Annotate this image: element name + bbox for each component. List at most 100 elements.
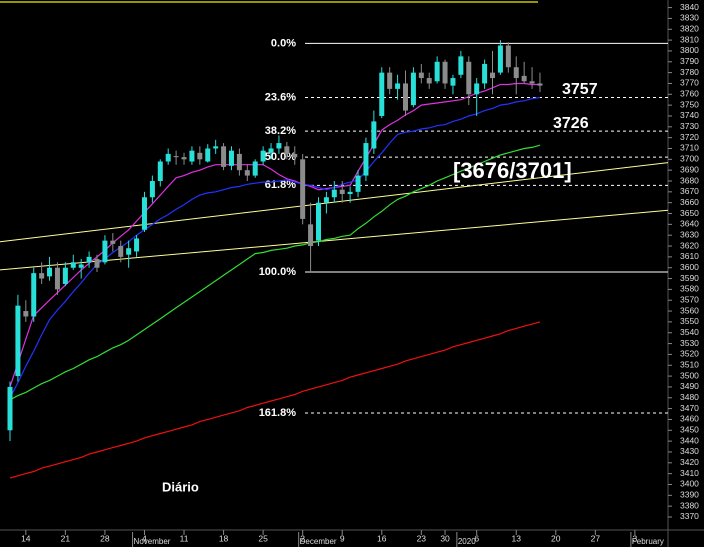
x-tick-label: 14 [21,533,31,543]
annotation: Diário [162,479,199,494]
candle-body [403,83,408,111]
candle-body [165,153,171,162]
candle-body [418,72,424,79]
y-tick-label: 3470 [680,403,699,413]
candle-body [78,264,84,268]
y-tick-label: 3650 [680,208,699,218]
candle-body [221,146,227,167]
y-tick-label: 3750 [680,99,699,109]
candle-body [15,305,21,377]
y-tick-label: 3700 [680,154,699,164]
x-tick-label: 21 [61,533,71,543]
y-tick-label: 3530 [680,338,699,348]
y-tick-label: 3760 [680,89,699,99]
month-label: November [134,537,171,546]
candle-body [450,78,456,86]
x-tick-label: 4 [142,533,147,543]
candle-body [482,63,488,84]
fib-label: 50.0% [265,151,296,163]
candle-body [228,150,234,166]
y-tick-label: 3580 [680,284,699,294]
y-tick-label: 3610 [680,251,699,261]
y-tick-label: 3480 [680,392,699,402]
y-tick-label: 3780 [680,67,699,77]
y-tick-label: 3400 [680,479,699,489]
y-tick-label: 3690 [680,164,699,174]
candle-body [379,72,385,116]
candle-body [54,267,60,290]
month-label: December [300,537,337,546]
candle-body [292,153,298,158]
x-tick-label: 23 [417,533,427,543]
y-tick-label: 3380 [680,500,699,510]
candle-body [70,262,76,268]
fib-label: 161.8% [259,407,297,419]
candle-body [213,146,219,149]
candle-body [323,197,329,203]
y-tick-label: 3800 [680,45,699,55]
candle-body [47,267,53,277]
candle-body [157,161,163,182]
candle-body [355,175,361,192]
y-tick-label: 3630 [680,229,699,239]
annotation: [3676/3701] [453,158,572,183]
y-tick-label: 3560 [680,305,699,315]
y-tick-label: 3550 [680,316,699,326]
x-tick-label: 28 [100,533,110,543]
candle-body [7,386,13,431]
fib-label: 38.2% [265,125,296,137]
x-tick-label: 27 [591,533,601,543]
candle-body [118,246,124,257]
x-tick-label: 13 [512,533,522,543]
candle-body [268,148,274,153]
candle-body [181,157,187,160]
moving-average-line [9,144,541,401]
y-tick-label: 3670 [680,186,699,196]
x-tick-label: 6 [474,533,479,543]
candle-body [434,61,440,82]
candle-body [94,259,100,268]
y-tick-label: 3430 [680,446,699,456]
y-tick-label: 3490 [680,381,699,391]
candle-body [102,240,108,263]
candle-body [86,256,92,263]
y-tick-label: 3820 [680,24,699,34]
fib-label: 100.0% [259,266,297,278]
fib-label: 23.6% [265,91,296,103]
candle-body [31,273,37,317]
candle-body [39,273,45,279]
y-tick-label: 3410 [680,468,699,478]
candle-body [490,72,496,79]
y-tick-label: 3620 [680,240,699,250]
candle-body [276,143,282,149]
x-tick-label: 11 [180,533,189,543]
candle-body [505,45,511,68]
annotation: 3757 [562,81,598,98]
moving-average-line [9,321,541,479]
candle-body [497,45,503,73]
trendline [0,209,669,271]
y-tick-label: 3390 [680,490,699,500]
y-tick-label: 3570 [680,294,699,304]
candle-body [537,83,543,86]
candle-body [442,61,448,84]
y-tick-label: 3730 [680,121,699,131]
candle-body [363,143,369,176]
y-tick-label: 3840 [680,2,699,12]
candle-body [252,161,258,176]
candle-body [513,67,519,79]
y-tick-label: 3510 [680,360,699,370]
y-tick-label: 3450 [680,425,699,435]
moving-average-line [9,82,540,388]
candle-body [197,152,203,160]
candle-body [474,83,480,95]
y-tick-label: 3600 [680,262,699,272]
y-tick-label: 3440 [680,435,699,445]
candle-body [134,238,140,252]
y-tick-label: 3830 [680,13,699,23]
month-label: 2020 [458,537,476,546]
x-tick-label: 16 [377,533,387,543]
y-tick-label: 3520 [680,349,699,359]
